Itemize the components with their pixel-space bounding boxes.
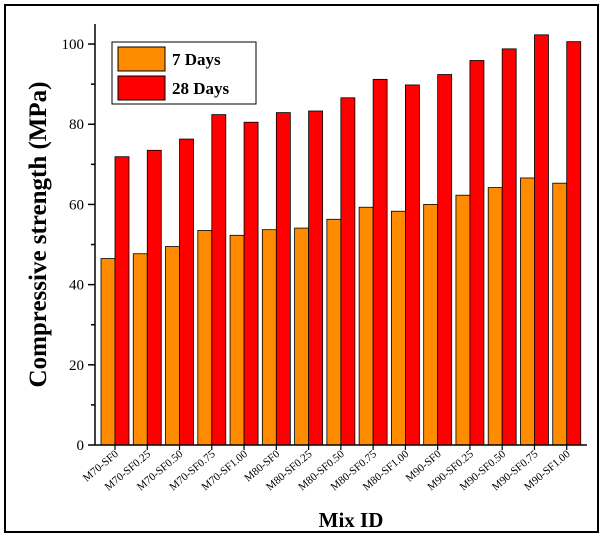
y-tick-label: 100 (62, 37, 85, 53)
bar-7-days-m70-sf1-00 (230, 235, 244, 445)
y-tick-label: 60 (69, 197, 84, 213)
x-ticks-group: M70-SF0M70-SF0.25M70-SF0.50M70-SF0.75M70… (81, 445, 573, 493)
bar-28-days-m70-sf0-50 (180, 139, 194, 445)
bar-7-days-m90-sf0-25 (456, 195, 470, 445)
bar-28-days-m80-sf0-50 (341, 98, 355, 445)
legend-label-28-days: 28 Days (172, 79, 230, 98)
y-tick-label: 0 (77, 438, 85, 454)
bar-28-days-m80-sf0-25 (309, 111, 323, 445)
bar-7-days-m90-sf0-50 (488, 188, 502, 445)
bar-28-days-m90-sf0-75 (534, 35, 548, 445)
legend-swatch-28-days (118, 76, 165, 100)
bar-28-days-m80-sf0 (276, 113, 290, 445)
y-tick-label: 20 (69, 358, 84, 374)
bar-28-days-m70-sf0-25 (147, 150, 161, 445)
bar-28-days-m90-sf0-25 (470, 60, 484, 445)
bar-7-days-m90-sf1-00 (553, 183, 567, 445)
y-tick-label: 80 (69, 117, 84, 133)
y-tick-label: 40 (69, 278, 84, 294)
bar-7-days-m90-sf0-75 (520, 178, 534, 445)
legend-label-7-days: 7 Days (172, 50, 221, 69)
bar-28-days-m70-sf0-75 (212, 115, 226, 445)
bar-7-days-m70-sf0-75 (198, 230, 212, 445)
bar-28-days-m80-sf1-00 (405, 85, 419, 445)
bar-28-days-m80-sf0-75 (373, 79, 387, 445)
bar-7-days-m80-sf0-50 (327, 219, 341, 445)
bar-7-days-m80-sf0 (262, 230, 276, 445)
bar-7-days-m80-sf0-75 (359, 207, 373, 445)
bar-7-days-m70-sf0-25 (133, 254, 147, 445)
bar-28-days-m90-sf0-50 (502, 49, 516, 445)
bar-28-days-m70-sf0 (115, 157, 129, 445)
x-axis-title: Mix ID (319, 508, 384, 532)
bar-28-days-m90-sf1-00 (567, 42, 581, 445)
bar-28-days-m90-sf0 (438, 75, 452, 445)
bar-7-days-m80-sf1-00 (391, 211, 405, 445)
bar-7-days-m80-sf0-25 (295, 228, 309, 445)
bar-28-days-m70-sf1-00 (244, 122, 258, 445)
y-axis-title: Compressive strength (MPa) (25, 82, 52, 388)
bar-7-days-m70-sf0-50 (166, 247, 180, 445)
legend: 7 Days 28 Days (112, 42, 256, 104)
y-ticks-group: 0 20 40 60 80 100 (62, 37, 96, 454)
bar-7-days-m90-sf0 (424, 204, 438, 445)
bar-7-days-m70-sf0 (101, 259, 115, 445)
legend-swatch-7-days (118, 47, 165, 71)
